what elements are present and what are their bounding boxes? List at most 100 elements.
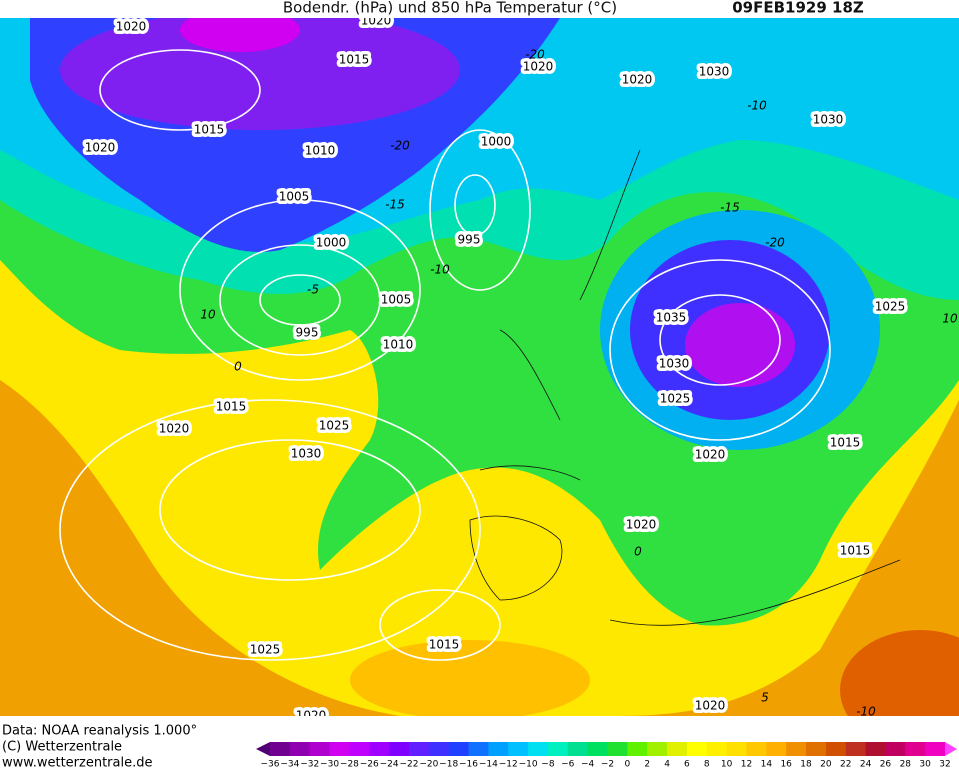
- temperature-label: -5: [307, 283, 319, 297]
- isobar-label: 1025: [660, 392, 691, 406]
- copyright: (C) Wetterzentrale: [2, 740, 122, 755]
- isobar-labels: 1020 1020 1015 1020 1020 1030 1030 1015 …: [81, 10, 909, 726]
- scale-label: −10: [519, 760, 538, 770]
- scale-label: −30: [320, 760, 339, 770]
- scale-swatch: [865, 742, 886, 756]
- scale-label: −26: [360, 760, 379, 770]
- temperature-label: 0: [634, 545, 642, 559]
- scale-swatch: [925, 742, 946, 756]
- isobar-label: 1000: [316, 236, 347, 250]
- map-title: Bodendr. (hPa) und 850 hPa Temperatur (°…: [283, 0, 617, 17]
- scale-label: −20: [419, 760, 438, 770]
- isobar-label: 995: [458, 233, 481, 247]
- isobar-label: 1030: [659, 357, 690, 371]
- scale-label: 32: [939, 760, 950, 770]
- scale-swatch: [309, 742, 331, 756]
- scale-label: −4: [581, 760, 595, 770]
- isobar-label: 1015: [429, 638, 460, 652]
- scale-label: −6: [561, 760, 575, 770]
- scale-label: −24: [380, 760, 399, 770]
- scale-label: −14: [479, 760, 498, 770]
- scale-swatch: [825, 742, 847, 756]
- scale-swatch: [667, 742, 688, 756]
- scale-arrow: [945, 742, 957, 756]
- scale-swatch: [488, 742, 509, 756]
- scale-swatch: [746, 742, 767, 756]
- isobar-label: 1015: [339, 53, 370, 67]
- header-bar: [0, 0, 959, 18]
- isobar-label: 1020: [622, 73, 653, 87]
- isobar-label: 1020: [85, 141, 116, 155]
- scale-swatch: [428, 742, 450, 756]
- isobar-label: 1020: [523, 60, 554, 74]
- isobars: [59, 49, 831, 661]
- temperature-label: -10: [747, 99, 767, 113]
- scale-swatch: [627, 742, 648, 756]
- scale-label: −28: [340, 760, 359, 770]
- isobar-label: 1005: [279, 190, 310, 204]
- scale-label: 24: [860, 760, 872, 770]
- temperature-label: 5: [761, 691, 769, 705]
- isobar-label: 1035: [656, 311, 687, 325]
- purple-east: [685, 303, 795, 387]
- map: [0, 8, 959, 750]
- color-scale: −36 −34 −32 −30 −28 −26 −24 −22 −20 −18 −16 −14 −12−…: [256, 742, 957, 770]
- temperature-label: 10: [200, 308, 216, 322]
- scale-label: 16: [780, 760, 792, 770]
- scale-label: 12: [741, 760, 752, 770]
- scale-label: 22: [840, 760, 851, 770]
- isobar-label: 1030: [813, 113, 844, 127]
- scale-label: 18: [800, 760, 812, 770]
- scale-swatch: [389, 742, 410, 756]
- scale-label: −36: [261, 760, 280, 770]
- scale-swatch: [528, 742, 549, 756]
- scale-label: 2: [644, 760, 650, 770]
- scale-swatch: [547, 742, 569, 756]
- scale-label: 20: [820, 760, 832, 770]
- isobar-label: 1005: [381, 293, 412, 307]
- temperature-label: 10: [942, 312, 958, 326]
- isobar-label: 1020: [116, 20, 147, 34]
- website: www.wetterzentrale.de: [2, 756, 152, 770]
- scale-label: 6: [684, 760, 690, 770]
- scale-swatch: [567, 742, 589, 756]
- temperature-label: -20: [390, 139, 410, 153]
- scale-label: −16: [459, 760, 478, 770]
- temperature-label: -20: [765, 236, 785, 250]
- isobar-label: 1000: [481, 135, 512, 149]
- temperature-label: -10: [856, 705, 876, 719]
- scale-label: −2: [601, 760, 614, 770]
- scale-swatch: [726, 742, 747, 756]
- scale-swatch: [607, 742, 628, 756]
- temperature-label: -15: [720, 201, 740, 215]
- isobar-label: 1015: [194, 123, 225, 137]
- scale-swatch: [289, 742, 311, 756]
- scale-swatch: [448, 742, 470, 756]
- scale-swatch: [270, 742, 291, 756]
- scale-swatch: [587, 742, 608, 756]
- isobar-label: 1020: [695, 699, 726, 713]
- scale-label: −18: [439, 760, 458, 770]
- isobar-label: 995: [296, 326, 319, 340]
- isobar-label: 1020: [159, 422, 190, 436]
- scale-label: 14: [761, 760, 773, 770]
- scale-swatch: [329, 742, 350, 756]
- data-credit: Data: NOAA reanalysis 1.000°: [2, 724, 197, 739]
- scale-label: 8: [704, 760, 710, 770]
- scale-swatch: [786, 742, 807, 756]
- scale-swatch: [686, 742, 708, 756]
- isobar-label: 1015: [830, 436, 861, 450]
- isobar-label: 1030: [699, 65, 730, 79]
- scale-label: 0: [624, 760, 630, 770]
- isobar-label: 1025: [319, 419, 350, 433]
- scale-swatch: [508, 742, 529, 756]
- scale-swatch: [706, 742, 728, 756]
- scale-arrow: [256, 742, 270, 756]
- scale-swatch: [468, 742, 489, 756]
- temperature-label: -10: [430, 263, 450, 277]
- isobar-label: 1010: [305, 144, 336, 158]
- scale-label: 26: [880, 760, 892, 770]
- scale-swatch: [647, 742, 668, 756]
- scale-label: 4: [664, 760, 670, 770]
